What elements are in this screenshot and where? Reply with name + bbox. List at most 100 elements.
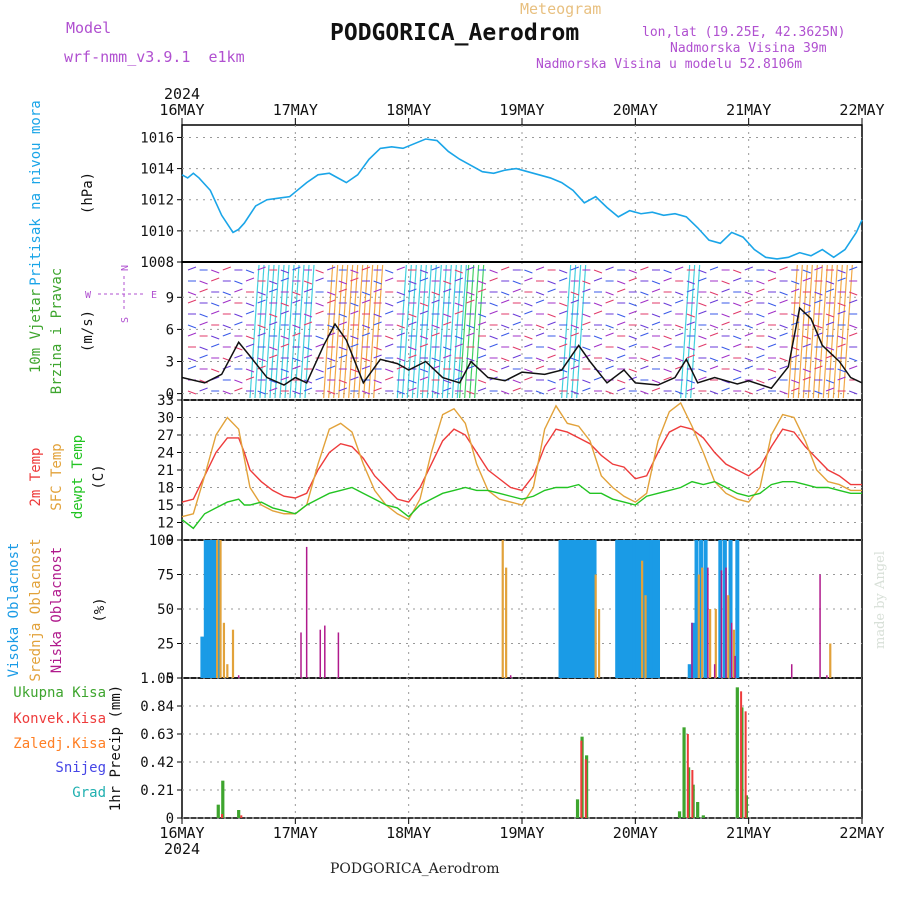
wind-arrow <box>257 357 266 362</box>
meteogram-label: Meteogram <box>520 0 602 18</box>
wind-arrow <box>570 332 579 337</box>
wind-arrow <box>825 321 835 326</box>
wind-arrow <box>292 324 301 329</box>
y-tick-label: 27 <box>157 428 174 444</box>
wind-arrow <box>825 288 835 293</box>
wind-arrow <box>721 280 730 285</box>
wind-arrow <box>361 324 371 329</box>
wind-arrow <box>431 332 440 337</box>
wind-arrow <box>535 365 545 370</box>
wind-arrow <box>361 332 371 337</box>
wind-arrow <box>477 288 487 293</box>
wind-arrow <box>817 264 828 399</box>
cloud-bar <box>217 540 222 678</box>
cloud-bar <box>505 567 508 678</box>
wind-arrow <box>303 321 313 326</box>
wind-arrow <box>675 332 684 337</box>
wind-arrow <box>385 302 394 307</box>
wind-arrow <box>663 335 672 340</box>
wind-arrow <box>443 280 452 285</box>
wind-arrow <box>512 379 521 384</box>
wind-arrow <box>593 343 603 348</box>
wind-arrow <box>814 365 823 370</box>
wind-arrow <box>245 343 255 348</box>
wind-arrow <box>373 379 382 384</box>
wind-arrow <box>187 365 197 370</box>
cloud-bar <box>222 622 226 678</box>
wind-arrow <box>431 299 440 304</box>
wind-arrow <box>814 299 823 304</box>
panel-frame-clouds <box>181 539 863 679</box>
cloud-bar <box>568 540 573 678</box>
wind-arrow <box>593 269 603 274</box>
wind-arrow <box>559 335 568 340</box>
wind-arrow <box>617 387 626 392</box>
wind-arrow <box>547 321 556 326</box>
wind-arrow <box>547 346 556 351</box>
wind-arrow <box>477 379 487 384</box>
wind-arrow <box>328 264 339 399</box>
wind-arrow <box>385 335 394 340</box>
wind-arrow <box>199 313 208 318</box>
wind-arrow <box>454 302 463 307</box>
wind-arrow <box>837 310 846 315</box>
wind-arrow <box>559 368 568 373</box>
wind-arrow <box>628 368 637 373</box>
x-tick-label-top: 17MAY <box>273 101 318 119</box>
cloud-bar <box>656 540 660 678</box>
wind-arrow <box>466 291 475 296</box>
wind-arrow <box>353 264 364 399</box>
y-tick-label: 1012 <box>140 193 174 209</box>
wind-arrow <box>443 288 452 293</box>
wind-arrow <box>327 357 336 362</box>
wind-arrow <box>338 346 347 351</box>
page-title: PODGORICA_Aerodrom <box>330 20 580 46</box>
wind-arrow <box>385 277 394 282</box>
cloud-bar <box>691 622 696 678</box>
wind-arrow <box>640 299 649 304</box>
wind-arrow <box>249 264 260 399</box>
wind-arrow <box>408 346 417 351</box>
wind-arrow <box>222 291 231 296</box>
wind-arrow <box>211 343 220 348</box>
y-tick-label: 1016 <box>140 130 174 146</box>
wind-arrow <box>348 264 359 399</box>
cloud-bar <box>585 540 590 678</box>
wind-arrow <box>570 390 579 395</box>
wind-arrow <box>849 324 858 329</box>
cloud-bar <box>231 629 235 678</box>
wind-arrow <box>222 299 231 304</box>
wind-arrow <box>825 379 835 384</box>
y-tick-label: 0 <box>166 811 174 827</box>
wind-arrow <box>524 335 533 340</box>
cloud-bar <box>558 540 563 678</box>
wind-arrow <box>245 277 255 282</box>
wind-arrow <box>814 291 823 296</box>
wind-arrow <box>361 390 371 395</box>
wind-arrow <box>709 291 719 296</box>
wind-arrow <box>576 264 587 399</box>
wind-arrow <box>280 368 289 373</box>
wind-arrow <box>350 277 359 282</box>
x-tick-label-bottom: 16MAY <box>159 824 204 842</box>
wind-arrow <box>797 264 808 399</box>
cloud-bar <box>561 540 566 678</box>
wind-arrow <box>605 357 614 362</box>
wind-arrow <box>628 269 637 274</box>
y-tick-label: 9 <box>166 533 174 549</box>
wind-arrow <box>617 354 626 359</box>
cloud-bar <box>214 540 218 678</box>
compass-n: N <box>120 265 131 271</box>
wind-arrow <box>443 313 452 318</box>
wind-arrow <box>269 280 278 285</box>
wind-arrow <box>269 387 278 392</box>
y-tick-label: 6 <box>166 322 174 338</box>
wind-arrow <box>284 264 295 399</box>
wind-arrow <box>464 264 475 399</box>
wind-arrow <box>292 332 301 337</box>
wind-arrow <box>837 376 846 381</box>
wind-arrow <box>849 266 858 271</box>
wind-arrow <box>849 299 858 304</box>
wind-arrow <box>456 264 467 399</box>
wind-arrow <box>709 324 719 329</box>
